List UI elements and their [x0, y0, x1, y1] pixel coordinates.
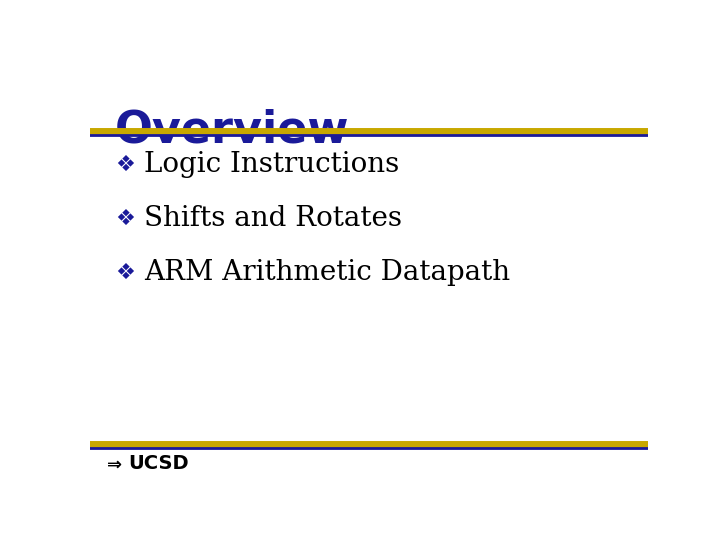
Text: Logic Instructions: Logic Instructions [144, 151, 400, 178]
Text: ❖: ❖ [115, 262, 135, 283]
Text: Shifts and Rotates: Shifts and Rotates [144, 205, 402, 232]
Text: ❖: ❖ [115, 208, 135, 228]
Text: ⇒: ⇒ [107, 455, 122, 473]
Text: ❖: ❖ [115, 154, 135, 174]
Text: Overview: Overview [115, 109, 350, 151]
Text: ARM Arithmetic Datapath: ARM Arithmetic Datapath [144, 259, 510, 286]
Text: UCSD: UCSD [128, 454, 189, 473]
